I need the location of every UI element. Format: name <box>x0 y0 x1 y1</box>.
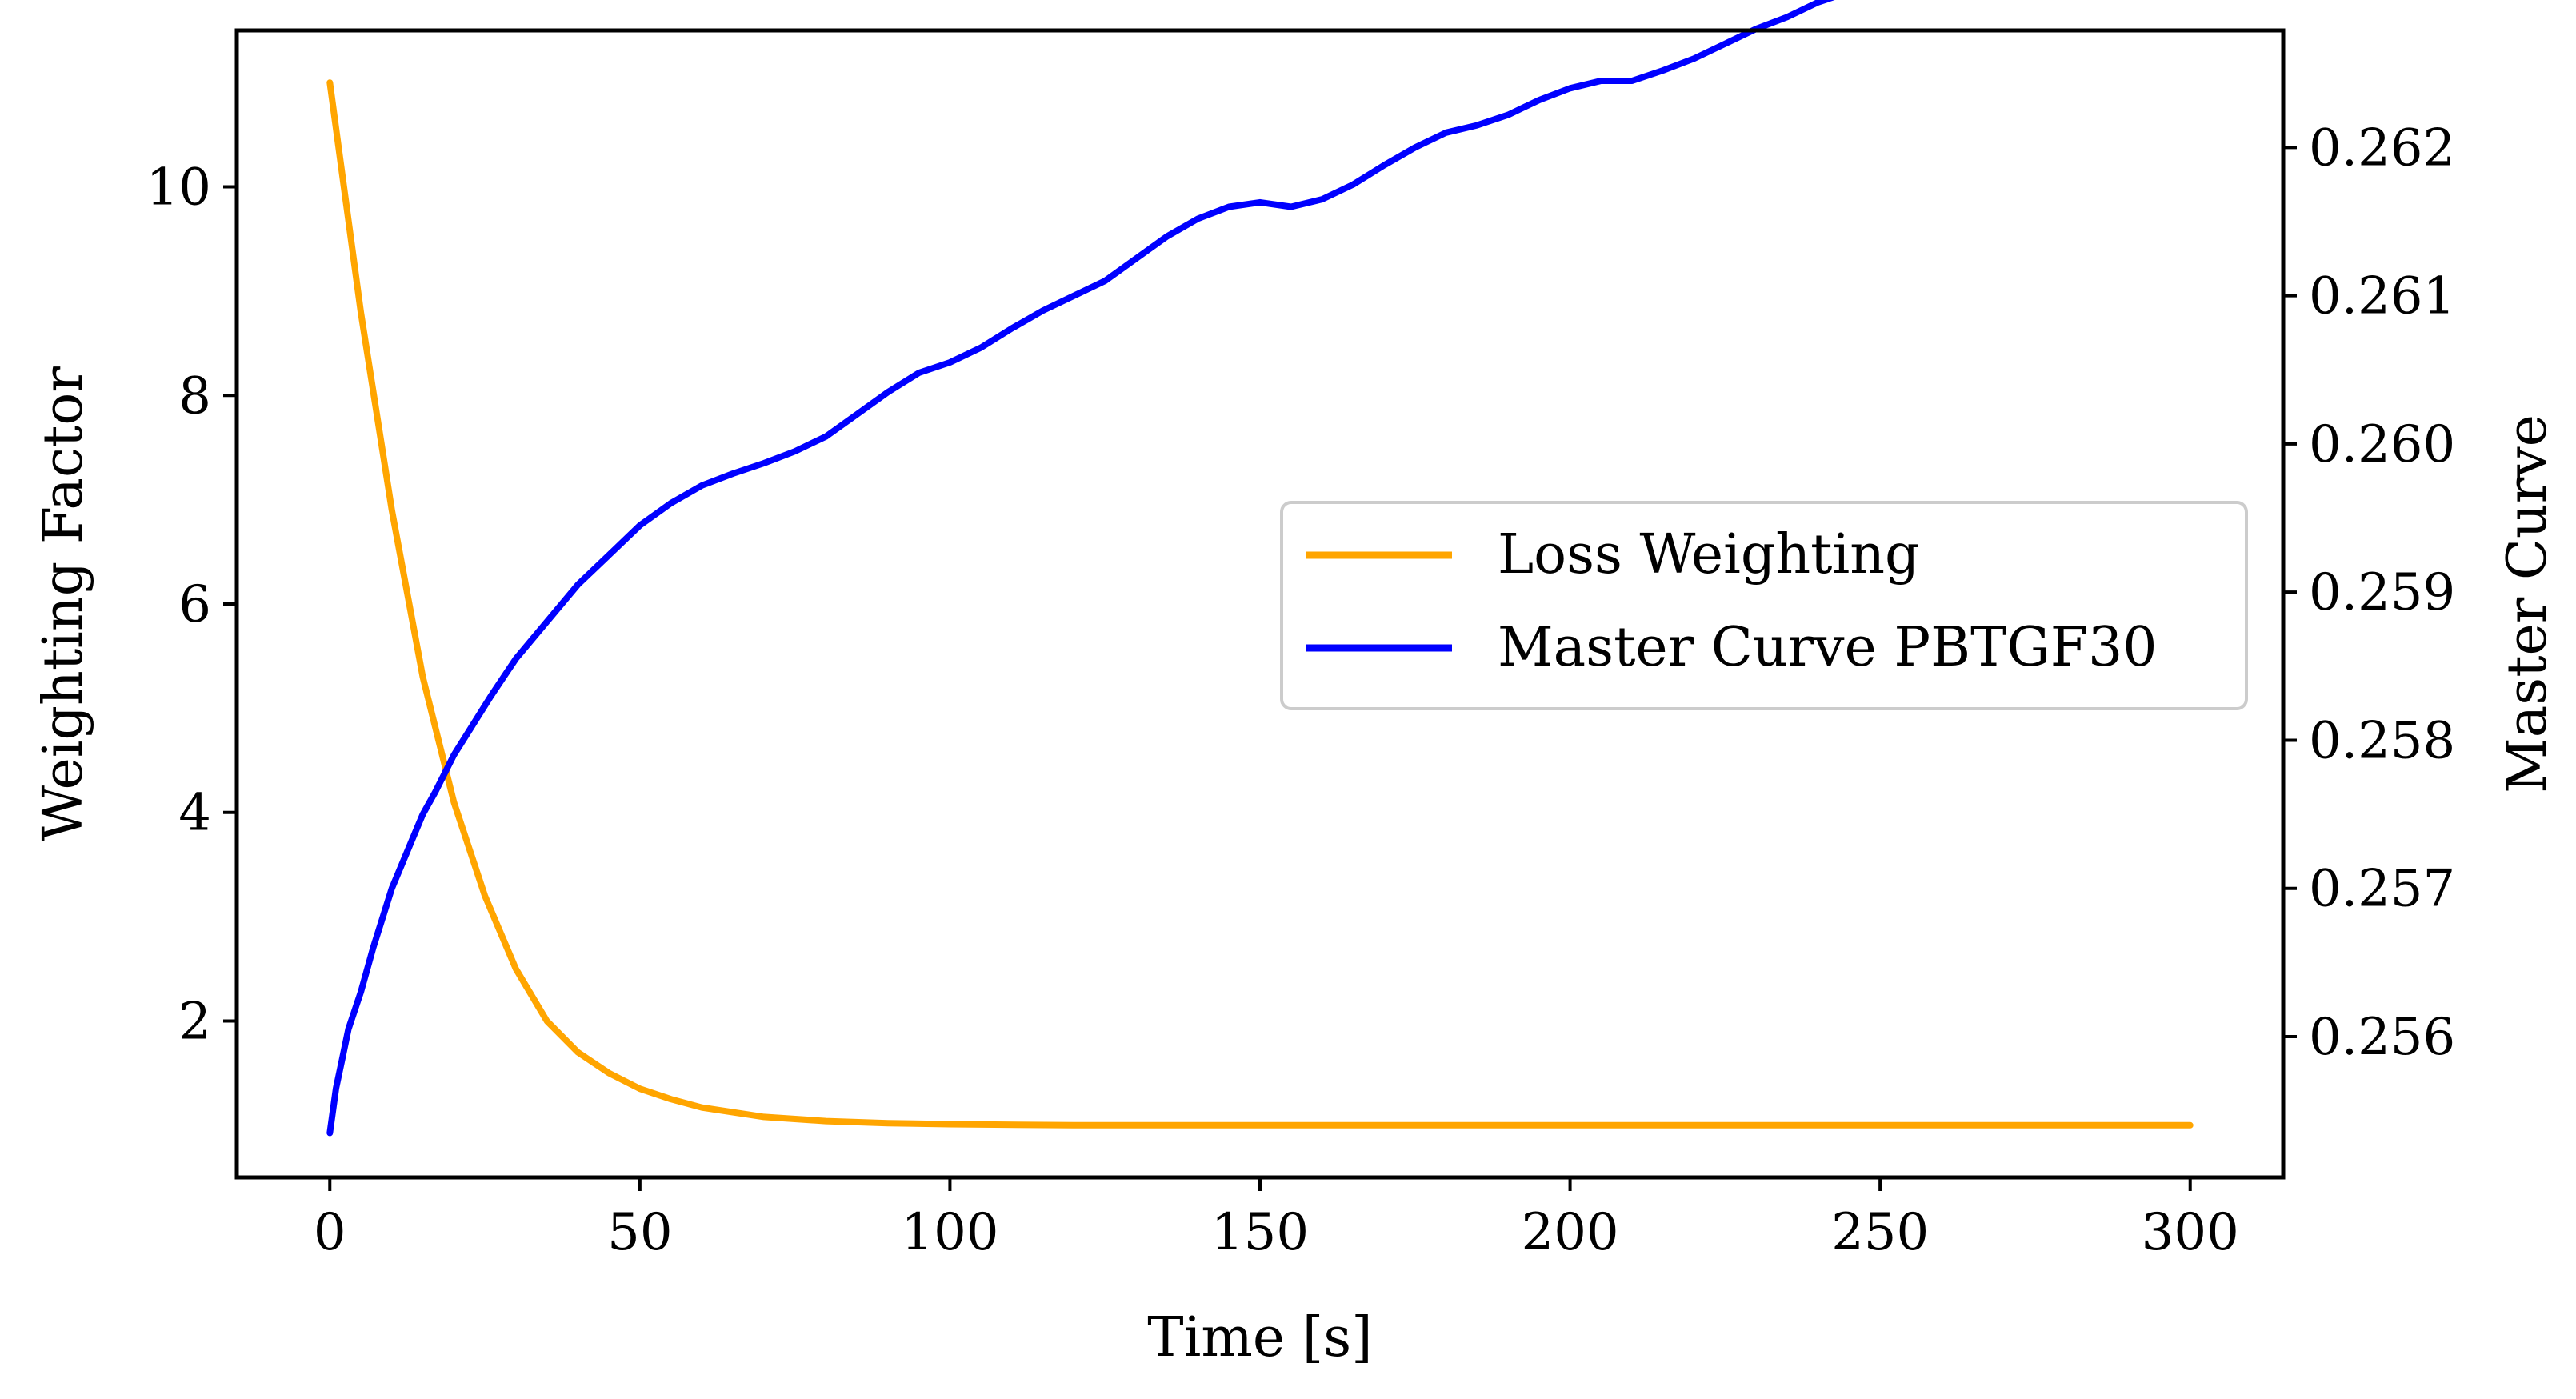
y-left-tick-label: 2 <box>178 992 211 1051</box>
x-axis-title: Time [s] <box>1147 1306 1372 1369</box>
y-left-tick-label: 8 <box>178 366 211 426</box>
y-right-tick-label: 0.259 <box>2309 563 2455 622</box>
legend-label-master-curve: Master Curve PBTGF30 <box>1498 616 2157 679</box>
x-tick-label: 200 <box>1521 1203 1618 1262</box>
y-left-tick-label: 4 <box>178 784 211 843</box>
x-axis: 0 50 100 150 200 250 300 <box>314 1177 2239 1262</box>
x-tick-label: 150 <box>1211 1203 1309 1262</box>
y-axis-left-title: Weighting Factor <box>32 366 95 841</box>
legend-label-loss-weighting: Loss Weighting <box>1498 523 1920 586</box>
y-left-tick-label: 6 <box>178 575 211 634</box>
x-tick-label: 300 <box>2142 1203 2239 1262</box>
series-line-master-curve <box>326 0 1835 1137</box>
y-right-tick-label: 0.257 <box>2309 860 2455 919</box>
legend-box <box>1280 501 2248 710</box>
y-right-tick-label: 0.262 <box>2309 118 2455 178</box>
series-line-loss-weighting <box>326 79 2194 1129</box>
y-right-tick-label: 0.256 <box>2309 1008 2455 1067</box>
y-left-tick-label: 10 <box>146 158 211 218</box>
plot-lines <box>326 0 2194 1137</box>
x-tick-label: 100 <box>901 1203 998 1262</box>
legend: Loss Weighting Master Curve PBTGF30 <box>1280 501 2248 710</box>
x-tick-label: 250 <box>1831 1203 1929 1262</box>
y-right-tick-label: 0.261 <box>2309 267 2455 326</box>
y-axis-left: 2 4 6 8 10 <box>146 158 237 1051</box>
y-right-tick-label: 0.260 <box>2309 415 2455 474</box>
y-axis-right-title: Master Curve <box>2496 414 2559 793</box>
x-tick-label: 50 <box>607 1203 672 1262</box>
x-tick-label: 0 <box>314 1203 346 1262</box>
y-axis-right: 0.256 0.257 0.258 0.259 0.260 0.261 0.262 <box>2283 118 2455 1067</box>
y-right-tick-label: 0.258 <box>2309 711 2455 770</box>
